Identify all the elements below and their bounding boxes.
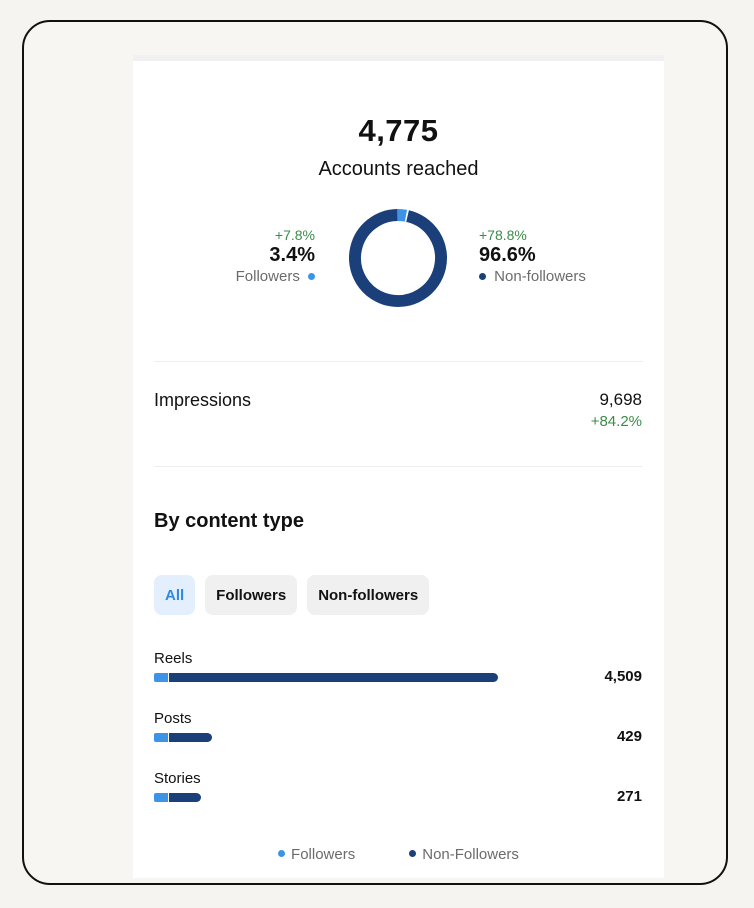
content-type-title: By content type [154, 510, 305, 532]
divider [154, 466, 643, 467]
accounts-reached-label: Accounts reached [318, 158, 479, 180]
non-followers-dot-icon [409, 850, 417, 857]
content-row-label: Reels [154, 650, 193, 667]
followers-dot-icon [278, 850, 286, 857]
non-followers-stat: +78.8% 96.6% Non-followers [479, 227, 639, 287]
non-followers-legend: Non-followers [479, 267, 639, 287]
followers-delta: +7.8% [274, 227, 315, 243]
legend-label: Followers [291, 846, 356, 863]
impressions-value: 9,698 [599, 390, 642, 409]
divider [154, 361, 643, 362]
legend-item-non-followers: Non-Followers [409, 846, 519, 863]
non-followers-delta: +78.8% [479, 227, 527, 243]
bar-segment-followers [154, 733, 168, 742]
followers-legend: Followers [155, 267, 315, 287]
content-legend: Followers Non-Followers [133, 846, 664, 863]
followers-percent: 3.4% [269, 244, 315, 266]
device-frame: 4,775 Accounts reached +7.8% 3.4% Follow… [22, 20, 728, 885]
content-row-reels: Reels 4,509 [154, 650, 642, 696]
insights-card: 4,775 Accounts reached +7.8% 3.4% Follow… [133, 55, 664, 878]
bar-segment-non-followers [169, 793, 201, 802]
bar-segment-followers [154, 793, 168, 802]
legend-label: Non-Followers [422, 846, 519, 863]
bar-segment-followers [154, 673, 168, 682]
non-followers-label: Non-followers [494, 268, 586, 285]
donut-segment-non-followers [349, 209, 447, 307]
bar-segment-non-followers [169, 673, 498, 682]
content-row-value: 4,509 [604, 668, 642, 685]
donut-segment-followers [349, 209, 447, 307]
impressions-delta: +84.2% [590, 413, 642, 430]
content-row-label: Posts [154, 710, 192, 727]
filter-all[interactable]: All [154, 575, 196, 615]
filter-followers[interactable]: Followers [205, 575, 298, 615]
impressions-label: Impressions [154, 390, 252, 410]
content-filter-tabs: All Followers Non-followers [154, 575, 430, 615]
non-followers-dot-icon [479, 272, 486, 280]
legend-item-followers: Followers [278, 846, 355, 863]
content-row-posts: Posts 429 [154, 710, 642, 756]
content-row-label: Stories [154, 770, 201, 787]
bar-segment-non-followers [169, 733, 212, 742]
content-row-value: 429 [616, 728, 642, 745]
followers-dot-icon [308, 272, 315, 280]
followers-label: Followers [235, 268, 300, 285]
accounts-reached-count: 4,775 [358, 113, 439, 148]
reach-donut-chart [349, 209, 447, 307]
filter-non-followers[interactable]: Non-followers [307, 575, 430, 615]
non-followers-percent: 96.6% [479, 244, 536, 266]
content-row-value: 271 [616, 788, 642, 805]
followers-stat: +7.8% 3.4% Followers [155, 227, 315, 287]
content-row-stories: Stories 271 [154, 770, 642, 816]
